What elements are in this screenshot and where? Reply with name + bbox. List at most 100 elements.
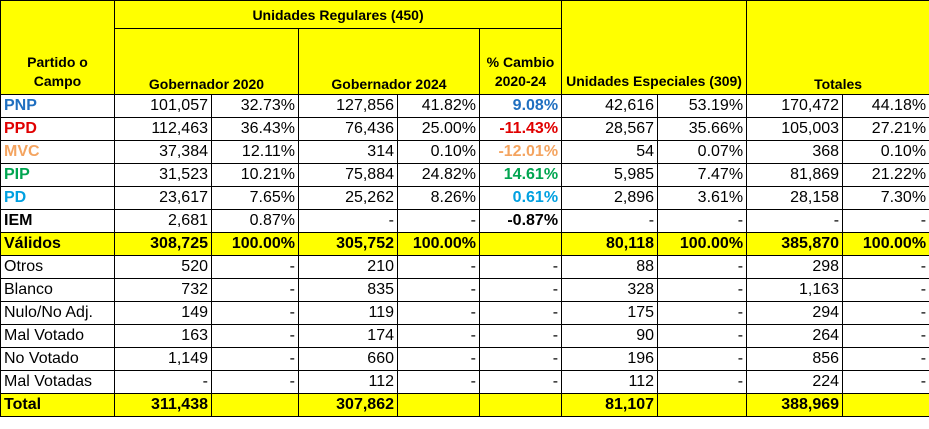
cell-v2020: 101,057 [114, 94, 212, 118]
validos-row-label: Válidos [0, 232, 115, 256]
cell-p2024: - [397, 370, 480, 394]
cell-vtot: 105,003 [746, 117, 844, 141]
cell-p2024: 8.26% [397, 186, 480, 210]
cambio-header: % Cambio 2020-24 [478, 28, 563, 95]
cell-p2024: - [397, 347, 480, 371]
validos-row: Válidos 308,725 100.00% 305,752 100.00% 80,11… [0, 232, 929, 256]
cell-vesp: 196 [561, 347, 659, 371]
cell-vtot: 368 [746, 140, 844, 164]
cell-v2020: 163 [114, 324, 212, 348]
cell-v2024: 75,884 [298, 163, 398, 187]
party-row-mvc: MVC 37,384 12.11% 314 0.10% -12.01% 54 0.07% 368… [0, 140, 929, 164]
cell-p2020: 12.11% [211, 140, 299, 164]
total-row: Total 311,438 307,862 81,107 388,969 [0, 393, 929, 417]
cell-ptot: 27.21% [842, 117, 929, 141]
cell-vesp: 42,616 [561, 94, 659, 118]
cell-vtot: 298 [746, 255, 844, 279]
cell-v2020: 31,523 [114, 163, 212, 187]
cell-v2020: 732 [114, 278, 212, 302]
cell-p2024: 0.10% [397, 140, 480, 164]
cell-vesp: 5,985 [561, 163, 659, 187]
cell-v2020: 311,438 [114, 393, 212, 417]
cell-vtot: 170,472 [746, 94, 844, 118]
cell-v2020: 1,149 [114, 347, 212, 371]
other-row-label: Mal Votadas [0, 370, 115, 394]
cell-pesp: 0.07% [657, 140, 748, 164]
cell-v2020: 308,725 [114, 232, 212, 256]
cell-vtot: 294 [746, 301, 844, 325]
party-row-iem: IEM 2,681 0.87% - - -0.87% - - - - [0, 209, 929, 233]
cell-p2020: 36.43% [211, 117, 299, 141]
cell-pesp: - [657, 301, 748, 325]
cell-p2020: - [211, 370, 299, 394]
cell-pesp: - [657, 278, 748, 302]
other-row: Mal Votadas - -112- -112-224- [0, 370, 929, 394]
gobernador-2024-header: Gobernador 2024 [298, 28, 480, 95]
other-row-label: Blanco [0, 278, 115, 302]
party-row-ppd-label: PPD [0, 117, 115, 141]
totales-header: Totales [746, 0, 929, 95]
cell-v2020: 37,384 [114, 140, 212, 164]
cell-v2024: 307,862 [298, 393, 398, 417]
cell-v2024: 127,856 [298, 94, 398, 118]
cell-vesp: - [561, 209, 659, 233]
cell-vesp: 88 [561, 255, 659, 279]
cell-vesp: 175 [561, 301, 659, 325]
header-row-top: Partido o Campo Unidades Regulares (450)… [0, 0, 929, 95]
cell-change: 9.08% [478, 94, 563, 118]
party-row-pd: PD 23,617 7.65% 25,262 8.26% 0.61% 2,896 3.61% 2… [0, 186, 929, 210]
cell-vesp: 54 [561, 140, 659, 164]
party-row-pip: PIP 31,523 10.21% 75,884 24.82% 14.61% 5,985 7.… [0, 163, 929, 187]
cell-p2024: - [397, 301, 480, 325]
cell-pesp: - [657, 347, 748, 371]
cell-pesp: 3.61% [657, 186, 748, 210]
cell-p2020: - [211, 278, 299, 302]
cell-p2020: 7.65% [211, 186, 299, 210]
cell-change: - [478, 255, 563, 279]
cell-vesp: 112 [561, 370, 659, 394]
cell-ptot: 0.10% [842, 140, 929, 164]
cell-p2024: - [397, 209, 480, 233]
cell-p2020: - [211, 301, 299, 325]
other-row-label: Nulo/No Adj. [0, 301, 115, 325]
party-row-iem-label: IEM [0, 209, 115, 233]
cell-p2020 [211, 393, 299, 417]
cell-p2020: 10.21% [211, 163, 299, 187]
cell-vesp: 28,567 [561, 117, 659, 141]
cell-vtot: 28,158 [746, 186, 844, 210]
other-row: No Votado 1,149-660- -196-856- [0, 347, 929, 371]
cell-pesp: 100.00% [657, 232, 748, 256]
party-row-pd-label: PD [0, 186, 115, 210]
cell-v2024: 835 [298, 278, 398, 302]
cell-v2024: 119 [298, 301, 398, 325]
party-row-mvc-label: MVC [0, 140, 115, 164]
cell-vesp: 90 [561, 324, 659, 348]
cell-p2020: - [211, 255, 299, 279]
cell-p2020: 100.00% [211, 232, 299, 256]
cell-change: - [478, 370, 563, 394]
header-row-bottom: Gobernador 2020 Gobernador 2024 % Cambio… [1, 28, 929, 95]
cell-p2024: 100.00% [397, 232, 480, 256]
cell-v2024: 25,262 [298, 186, 398, 210]
cell-v2024: 305,752 [298, 232, 398, 256]
cell-vtot: 224 [746, 370, 844, 394]
cell-ptot: - [842, 347, 929, 371]
cell-pesp [657, 393, 748, 417]
party-row-pnp: PNP 101,057 32.73% 127,856 41.82% 9.08% 42,616… [0, 94, 929, 118]
cell-vesp: 2,896 [561, 186, 659, 210]
cell-ptot: - [842, 255, 929, 279]
cell-ptot [842, 393, 929, 417]
cell-ptot: - [842, 370, 929, 394]
election-results-table: Partido o Campo Unidades Regulares (450)… [0, 0, 929, 417]
cell-p2024: - [397, 255, 480, 279]
cell-vtot: 264 [746, 324, 844, 348]
cell-vtot: 81,869 [746, 163, 844, 187]
cell-v2020: 149 [114, 301, 212, 325]
cell-pesp: - [657, 370, 748, 394]
cell-ptot: - [842, 301, 929, 325]
cell-p2020: 0.87% [211, 209, 299, 233]
cell-ptot: 44.18% [842, 94, 929, 118]
cell-change: -11.43% [478, 117, 563, 141]
cell-change [478, 232, 563, 256]
cell-change: - [478, 324, 563, 348]
